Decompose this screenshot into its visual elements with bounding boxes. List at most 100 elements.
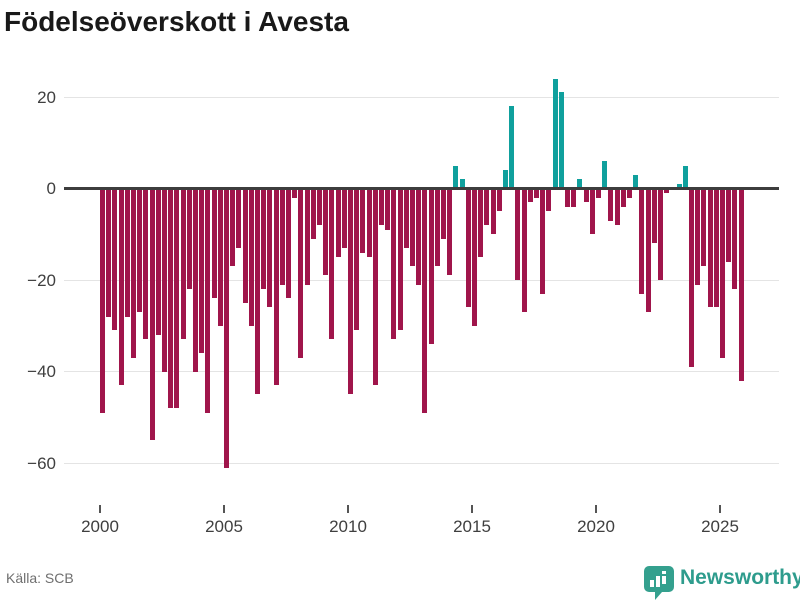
bar-2003Q4 xyxy=(193,188,198,372)
bar-2024Q1 xyxy=(695,188,701,285)
bar-2001Q3 xyxy=(137,188,143,313)
bar-2011Q3 xyxy=(385,188,391,230)
bar-2013Q2 xyxy=(428,188,434,345)
x-axis-label: 2000 xyxy=(81,517,119,536)
bar-2017Q1 xyxy=(521,188,527,313)
bar-2015Q3 xyxy=(484,188,490,226)
bar-2005Q4 xyxy=(242,188,248,303)
bar-2016Q1 xyxy=(496,188,502,212)
bar-2006Q1 xyxy=(248,188,254,326)
bar-2009Q3 xyxy=(335,188,341,258)
bar-2020Q2 xyxy=(602,161,608,189)
bar-2022Q4 xyxy=(664,188,670,194)
x-axis-tick xyxy=(719,505,721,513)
bar-2017Q3 xyxy=(534,188,539,198)
birth-surplus-bar-chart: 20 0 −20 −40 −60 2000 2005 2010 2015 2020 2025 xyxy=(27,78,779,536)
bar-2015Q2 xyxy=(478,188,484,258)
bar-2001Q1 xyxy=(124,188,130,317)
bar-2010Q4 xyxy=(366,188,372,258)
bar-2014Q4 xyxy=(465,188,471,308)
x-axis-tick xyxy=(595,505,597,513)
bar-2004Q3 xyxy=(211,188,217,299)
bar-2016Q2 xyxy=(503,170,508,189)
x-axis-tick xyxy=(223,505,225,513)
bar-2004Q1 xyxy=(199,188,205,354)
bar-2011Q4 xyxy=(391,188,397,340)
bar-2013Q3 xyxy=(434,188,440,267)
bar-2022Q3 xyxy=(658,188,663,280)
bar-2008Q4 xyxy=(317,188,322,226)
x-axis-label: 2020 xyxy=(577,517,615,536)
bar-2008Q1 xyxy=(298,188,304,358)
bar-2004Q4 xyxy=(217,188,223,326)
bar-2011Q2 xyxy=(379,188,384,226)
bar-2019Q2 xyxy=(577,179,583,189)
bar-2000Q4 xyxy=(118,188,124,386)
newsworthy-brand: Newsworthy xyxy=(644,562,800,600)
bar-2008Q2 xyxy=(304,188,310,285)
bar-2019Q3 xyxy=(583,188,589,203)
y-axis-label: −20 xyxy=(27,270,56,290)
bar-2005Q1 xyxy=(224,188,229,468)
bar-2002Q1 xyxy=(149,188,155,441)
bar-2007Q1 xyxy=(273,188,279,386)
bar-2011Q1 xyxy=(372,188,378,386)
bar-2019Q1 xyxy=(571,188,577,207)
bar-2006Q4 xyxy=(267,188,273,308)
bar-2025Q2 xyxy=(726,188,732,262)
bar-2021Q2 xyxy=(627,188,632,198)
source-caption: Källa: SCB xyxy=(6,570,74,586)
bar-2025Q3 xyxy=(732,188,738,290)
bar-2001Q4 xyxy=(143,188,149,340)
bar-2024Q2 xyxy=(701,188,707,267)
bar-2006Q2 xyxy=(255,188,260,395)
bar-2010Q2 xyxy=(354,188,360,331)
bar-2025Q4 xyxy=(738,188,744,381)
brand-name: Newsworthy xyxy=(680,566,800,589)
bar-2003Q2 xyxy=(180,188,186,340)
bar-2014Q3 xyxy=(459,179,465,189)
bar-2000Q1 xyxy=(100,188,105,413)
bar-2007Q2 xyxy=(279,188,285,285)
zero-axis-line xyxy=(64,187,779,190)
bar-2012Q4 xyxy=(416,188,422,285)
gridline xyxy=(64,371,779,372)
bar-2016Q4 xyxy=(515,188,521,280)
bar-2015Q4 xyxy=(490,188,496,235)
bar-2020Q3 xyxy=(608,188,614,221)
bar-2002Q4 xyxy=(168,188,174,409)
y-axis-label: 0 xyxy=(46,179,56,198)
bar-2018Q3 xyxy=(558,92,564,189)
gridline xyxy=(64,279,779,281)
bar-2012Q2 xyxy=(403,188,409,248)
x-axis-label: 2005 xyxy=(205,517,243,536)
bar-2017Q4 xyxy=(540,188,546,294)
bar-2016Q3 xyxy=(509,106,515,189)
bar-2010Q1 xyxy=(348,188,353,395)
bar-2005Q2 xyxy=(230,188,236,267)
bar-2007Q4 xyxy=(292,188,298,198)
bar-2022Q1 xyxy=(645,188,651,313)
bar-2015Q1 xyxy=(472,188,477,326)
x-axis-tick xyxy=(471,505,473,513)
bar-2003Q1 xyxy=(174,188,180,409)
bar-2020Q1 xyxy=(596,188,601,198)
bar-2020Q4 xyxy=(614,188,620,226)
x-axis-label: 2010 xyxy=(329,517,367,536)
gridline xyxy=(64,96,779,98)
newsworthy-logo-icon xyxy=(644,566,674,600)
x-axis-tick xyxy=(347,505,349,513)
bar-2014Q1 xyxy=(447,188,453,276)
bar-2023Q4 xyxy=(689,188,694,367)
bar-2009Q1 xyxy=(323,188,329,276)
page-title: Födelseöverskott i Avesta xyxy=(4,6,349,37)
bar-2001Q2 xyxy=(131,188,136,358)
bar-2004Q2 xyxy=(205,188,211,413)
bar-2012Q1 xyxy=(397,188,403,331)
y-axis-label: 20 xyxy=(37,87,56,107)
y-axis-label: −60 xyxy=(27,453,56,473)
bar-2010Q3 xyxy=(360,188,366,253)
bar-2013Q4 xyxy=(441,188,446,239)
bar-2009Q2 xyxy=(329,188,335,340)
